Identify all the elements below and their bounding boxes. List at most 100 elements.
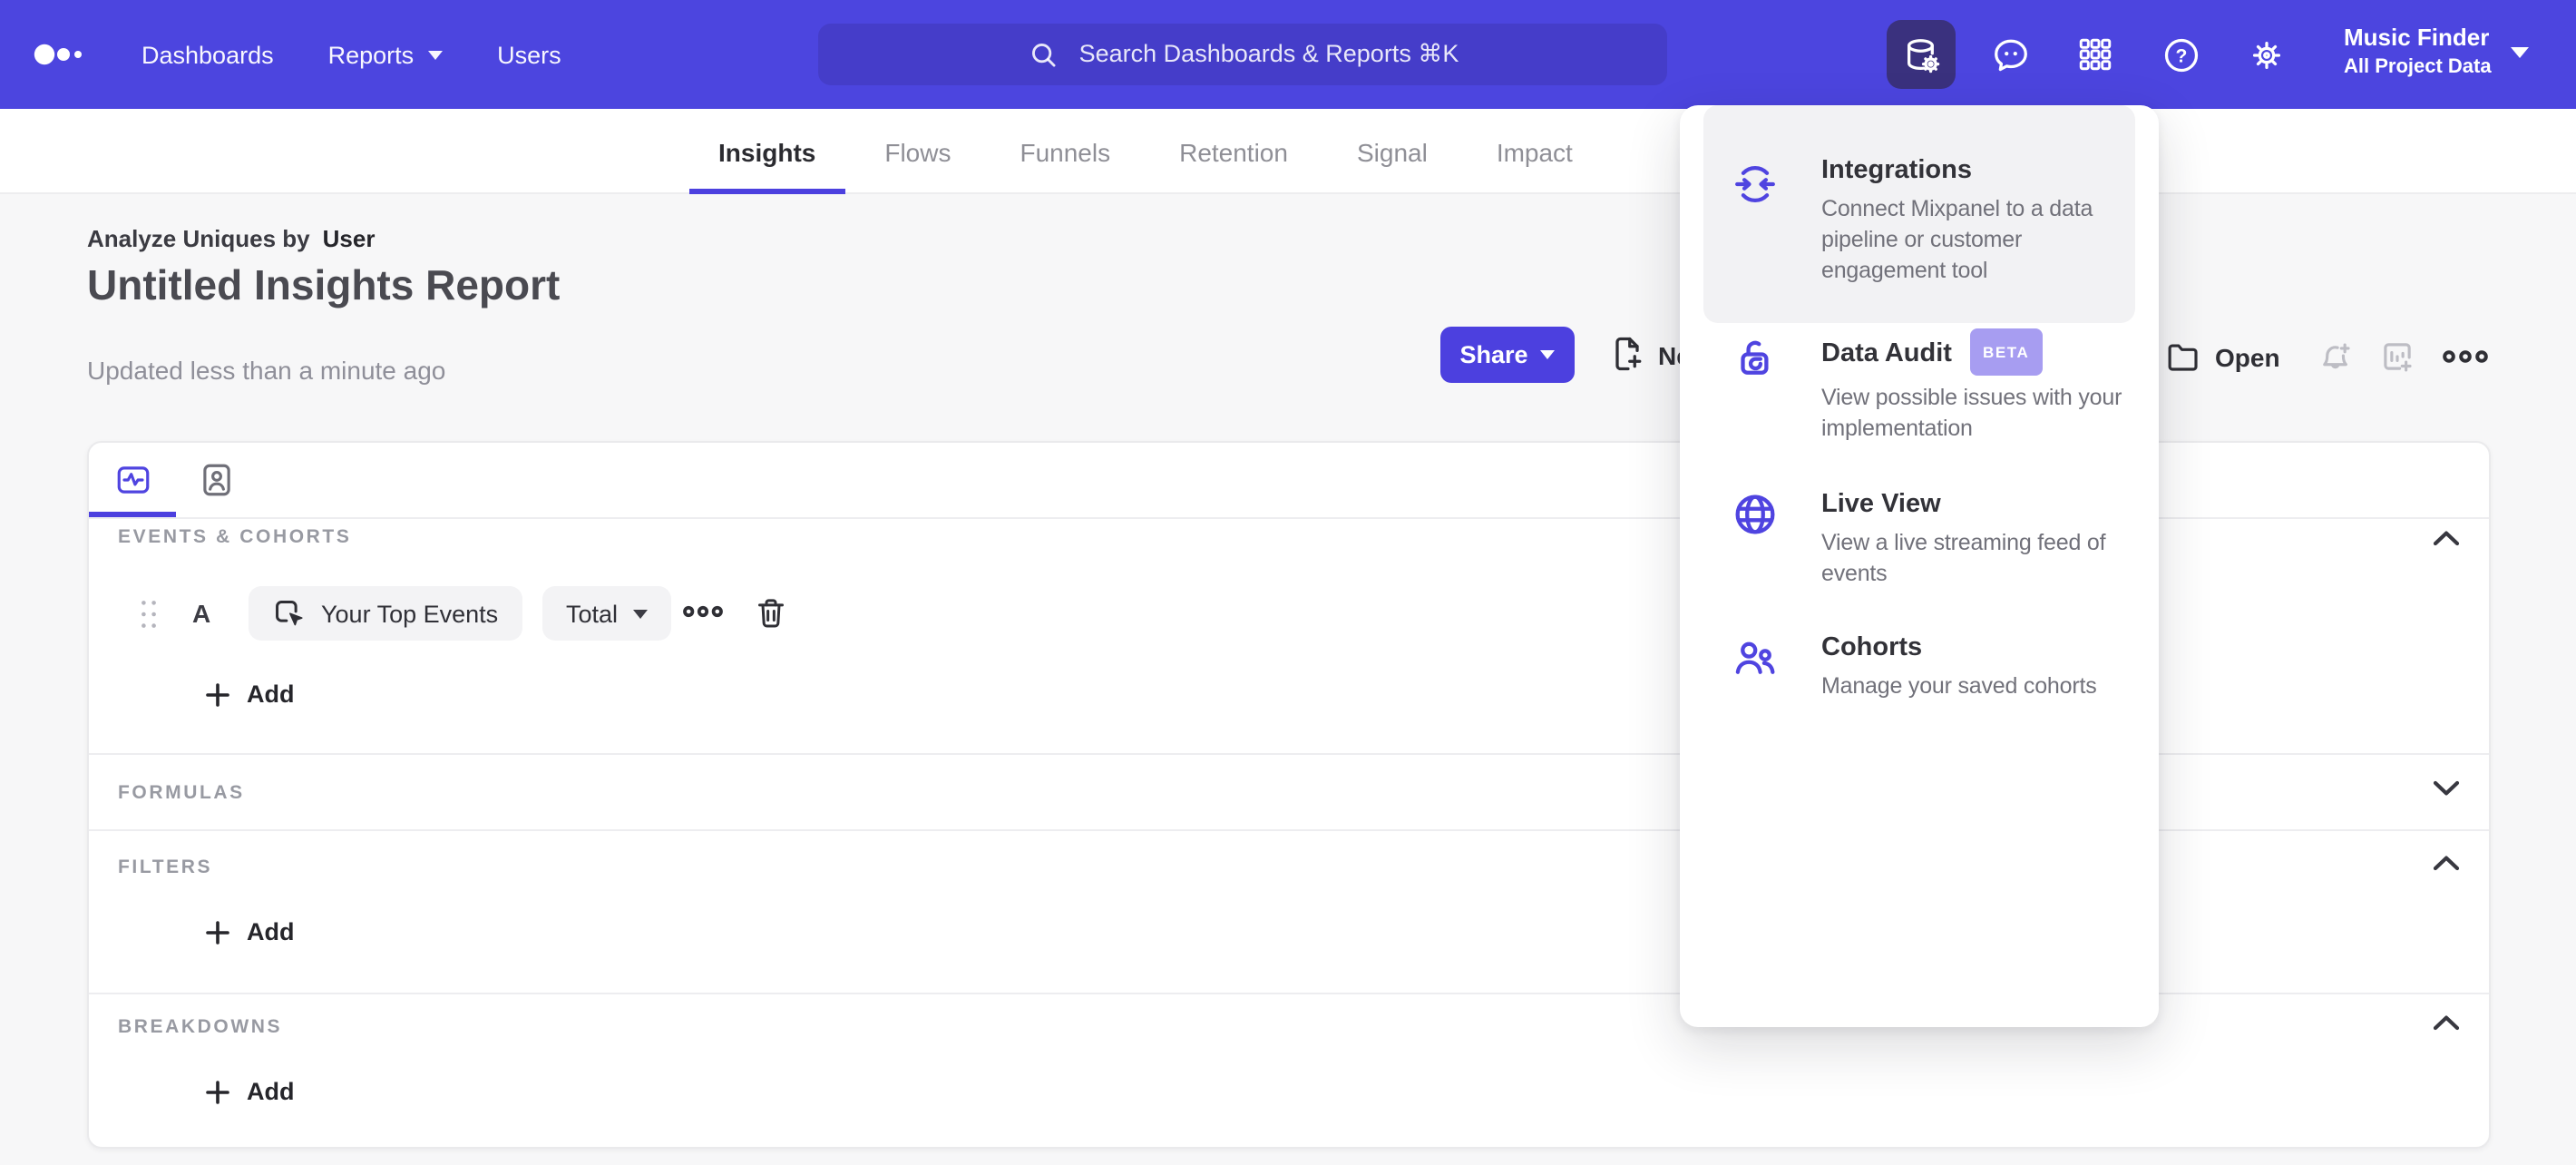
add-filter-button[interactable]: Add: [205, 918, 295, 945]
menu-item-title: Live View: [1821, 490, 1941, 519]
plus-icon: [205, 1079, 230, 1104]
globe-icon: [1731, 490, 1780, 539]
menu-item-title: Integrations: [1821, 156, 1972, 185]
tab-insights-label: Insights: [718, 137, 816, 166]
cohorts-people-icon: [1731, 633, 1780, 682]
menu-item-integrations[interactable]: Integrations Connect Mixpanel to a data …: [1703, 105, 2135, 323]
tab-impact-label: Impact: [1496, 137, 1573, 166]
tab-impact[interactable]: Impact: [1497, 109, 1573, 194]
divider: [89, 829, 2489, 831]
question-mark-icon: ?: [2161, 34, 2202, 76]
lock-icon: [1731, 334, 1780, 383]
tab-retention-label: Retention: [1179, 137, 1288, 166]
tab-funnels[interactable]: Funnels: [1020, 109, 1110, 194]
nav-users[interactable]: Users: [497, 41, 561, 68]
event-row-drag-handle[interactable]: [140, 599, 158, 630]
settings-button[interactable]: [2246, 34, 2288, 76]
project-switcher[interactable]: Music Finder All Project Data: [2344, 22, 2492, 82]
search-icon: [1027, 37, 1061, 72]
primary-nav: Dashboards Reports Users: [141, 0, 561, 109]
document-plus-icon: [1607, 334, 1647, 374]
feedback-button[interactable]: [1990, 34, 2032, 76]
breakdowns-collapse-button[interactable]: [2433, 1014, 2460, 1031]
menu-item-description: View a live streaming feed of events: [1821, 530, 2106, 586]
nav-dashboards[interactable]: Dashboards: [141, 41, 274, 68]
tab-funnels-label: Funnels: [1020, 137, 1111, 166]
beta-badge: BETA: [1969, 328, 2043, 376]
report-title[interactable]: Untitled Insights Report: [87, 261, 561, 308]
add-filter-label: Add: [247, 918, 295, 945]
menu-item-data-audit[interactable]: Data Audit BETA View possible issues wit…: [1680, 328, 2159, 486]
top-navigation-bar: Dashboards Reports Users Search Dashboar…: [0, 0, 2576, 109]
tab-flows[interactable]: Flows: [884, 109, 951, 194]
tab-signal[interactable]: Signal: [1357, 109, 1428, 194]
open-report-button[interactable]: [2164, 338, 2202, 376]
chevron-down-icon: [2433, 780, 2460, 797]
event-row-delete-button[interactable]: [753, 595, 789, 631]
grid-icon: [2075, 34, 2115, 74]
event-row-more-button[interactable]: [682, 602, 724, 621]
analyze-prefix: Analyze Uniques by: [87, 225, 310, 252]
folder-icon: [2164, 338, 2202, 376]
breakdowns-section-label: BREAKDOWNS: [118, 1016, 283, 1038]
menu-item-live-view[interactable]: Live View View a live streaming feed of …: [1680, 486, 2159, 631]
more-actions-button[interactable]: [2442, 347, 2489, 367]
tab-flows-label: Flows: [884, 137, 951, 166]
help-button[interactable]: ?: [2161, 34, 2202, 76]
project-caret-icon: [2511, 47, 2529, 58]
filters-section-label: FILTERS: [118, 857, 213, 878]
new-report-button[interactable]: [1607, 334, 1647, 374]
share-button[interactable]: Share: [1440, 327, 1575, 383]
add-breakdown-button[interactable]: Add: [205, 1078, 295, 1105]
formulas-expand-button[interactable]: [2433, 780, 2460, 797]
report-type-tabs-bar: Insights Flows Funnels Retention Signal …: [0, 109, 2576, 194]
events-collapse-button[interactable]: [2433, 530, 2460, 546]
menu-item-description: View possible issues with your implement…: [1821, 385, 2122, 441]
search-placeholder: Search Dashboards & Reports ⌘K: [1078, 40, 1459, 67]
nav-reports[interactable]: Reports: [328, 41, 444, 68]
menu-item-description: Connect Mixpanel to a data pipeline or c…: [1821, 196, 2093, 283]
share-button-label: Share: [1459, 341, 1528, 368]
svg-text:?: ?: [2176, 46, 2188, 67]
integrations-sync-icon: [1731, 160, 1780, 209]
nav-dashboards-label: Dashboards: [141, 41, 274, 68]
tab-retention[interactable]: Retention: [1179, 109, 1288, 194]
gear-icon: [2246, 34, 2288, 76]
search-input[interactable]: Search Dashboards & Reports ⌘K: [818, 24, 1667, 85]
apps-grid-button[interactable]: [2075, 34, 2115, 74]
add-to-board-button[interactable]: [2378, 338, 2416, 376]
event-selector[interactable]: Your Top Events: [249, 586, 522, 641]
add-event-button[interactable]: Add: [205, 680, 295, 708]
chevron-up-icon: [2433, 1014, 2460, 1031]
pulse-chart-icon: [114, 461, 152, 499]
open-report-label[interactable]: Open: [2215, 343, 2280, 372]
more-dots-icon: [2442, 347, 2489, 367]
share-caret-icon: [1540, 350, 1556, 359]
mixpanel-logo-icon[interactable]: [33, 34, 87, 74]
divider: [89, 517, 2489, 519]
divider: [89, 753, 2489, 755]
chevron-down-icon: [428, 50, 444, 59]
tab-insights[interactable]: Insights: [689, 109, 844, 194]
chart-plus-icon: [2378, 338, 2416, 376]
data-management-menu: Lexicon Document and transform your even…: [1680, 105, 2159, 1027]
analyze-entity-selector[interactable]: User: [322, 225, 376, 252]
create-alert-button[interactable]: [2317, 338, 2355, 376]
add-event-label: Add: [247, 680, 295, 708]
more-dots-icon: [682, 602, 724, 621]
project-scope: All Project Data: [2344, 56, 2492, 78]
data-management-button[interactable]: [1887, 20, 1956, 89]
divider: [89, 993, 2489, 994]
formulas-section-label: FORMULAS: [118, 782, 245, 804]
menu-item-title: Data Audit: [1821, 339, 1952, 368]
profiles-view-tab[interactable]: [198, 461, 236, 499]
nav-users-label: Users: [497, 41, 561, 68]
filters-collapse-button[interactable]: [2433, 855, 2460, 871]
menu-item-cohorts[interactable]: Cohorts Manage your saved cohorts: [1680, 630, 2159, 775]
metrics-view-tab[interactable]: [114, 461, 152, 499]
chat-bubble-icon: [1990, 34, 2032, 76]
event-select-icon: [272, 596, 307, 631]
updated-timestamp: Updated less than a minute ago: [87, 356, 446, 385]
aggregation-selector[interactable]: Total: [542, 586, 671, 641]
